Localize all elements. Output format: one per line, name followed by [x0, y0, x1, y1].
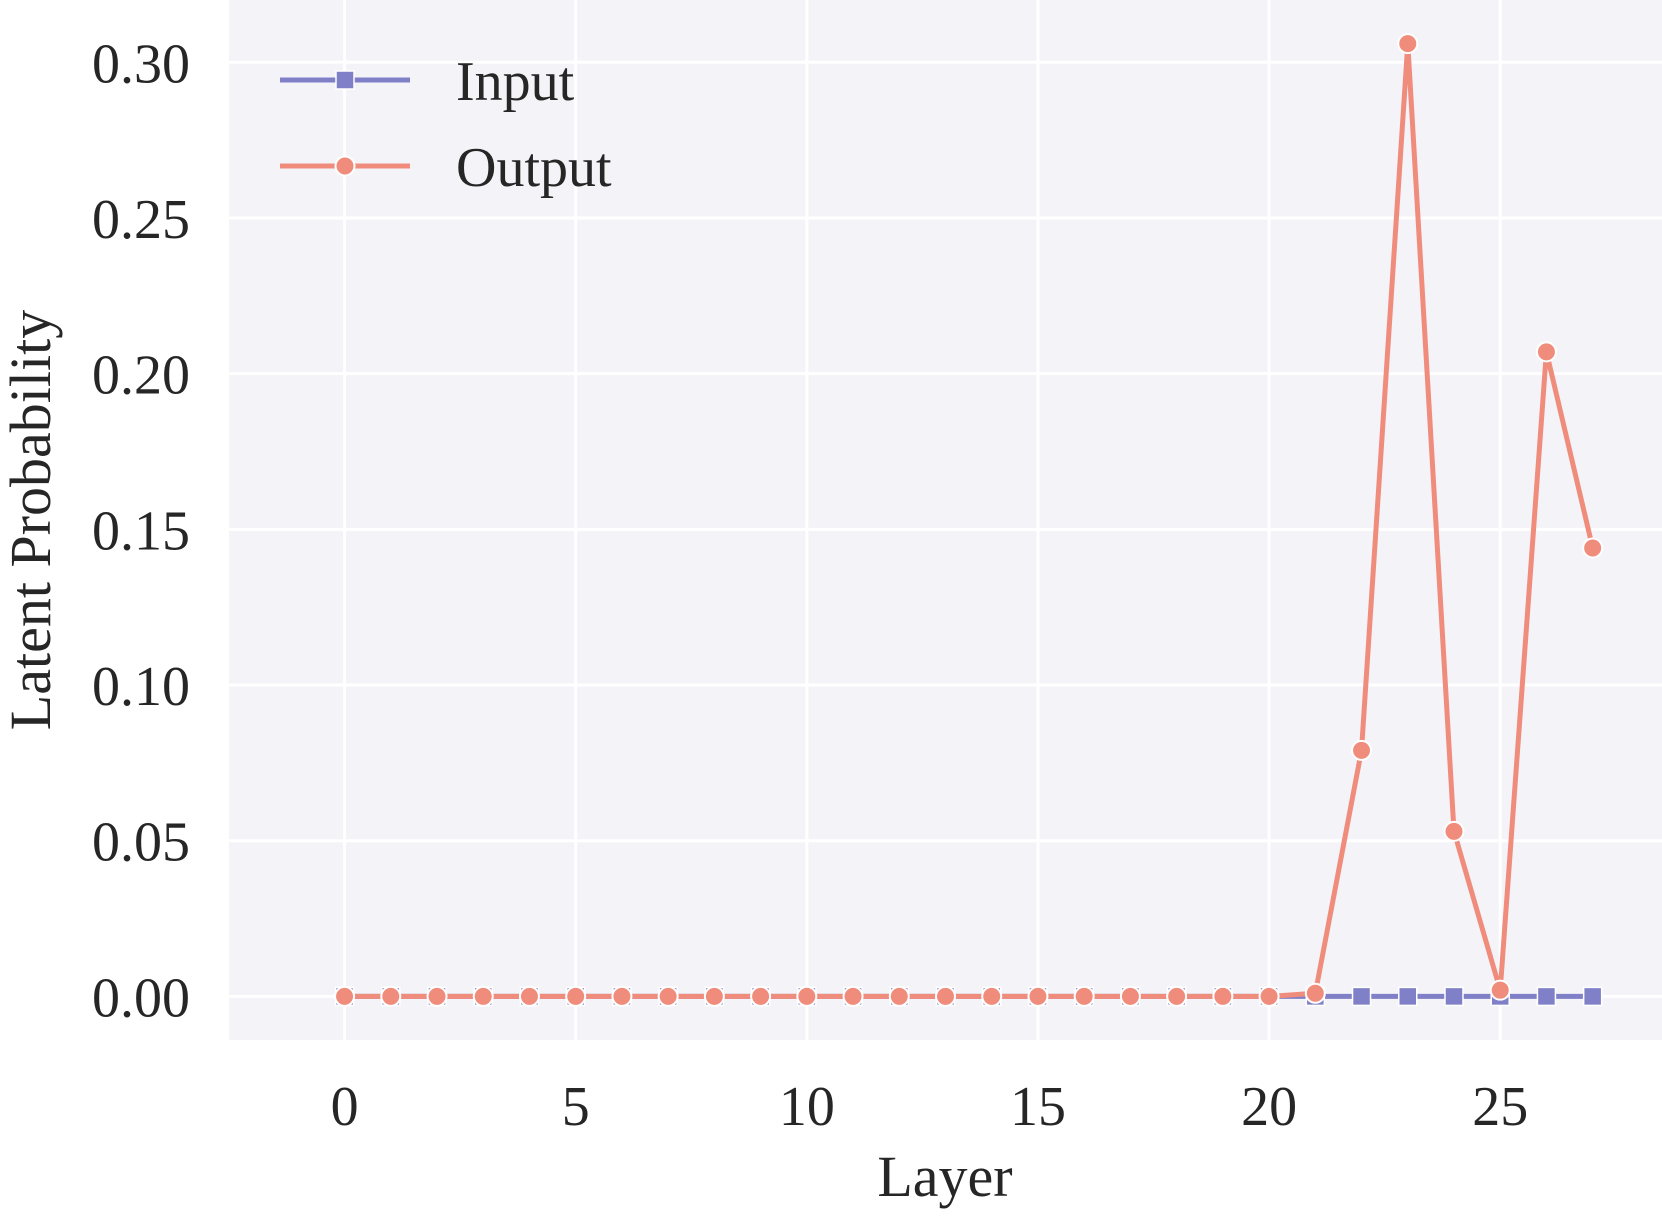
y-tick-label: 0.30	[92, 33, 190, 95]
data-point	[334, 985, 356, 1007]
y-axis-label: Latent Probability	[0, 310, 63, 730]
data-point	[1489, 979, 1511, 1001]
data-point	[611, 985, 633, 1007]
data-point	[1304, 982, 1326, 1004]
data-point	[1351, 739, 1373, 761]
series-layer	[334, 33, 1604, 1007]
y-tick-label: 0.15	[92, 500, 190, 562]
series-output	[334, 33, 1604, 1007]
x-tick-label: 20	[1241, 1076, 1297, 1138]
x-tick-label: 0	[331, 1076, 359, 1138]
x-axis-label: Layer	[877, 1144, 1012, 1209]
legend-marker	[335, 70, 355, 90]
legend-label: Output	[456, 137, 612, 199]
data-point	[888, 985, 910, 1007]
y-tick-label: 0.10	[92, 656, 190, 718]
data-point	[380, 985, 402, 1007]
legend: Input Output	[280, 51, 612, 199]
y-tick-label: 0.20	[92, 345, 190, 407]
data-point	[703, 985, 725, 1007]
y-tick-label: 0.25	[92, 189, 190, 251]
data-point	[1258, 985, 1280, 1007]
data-point	[842, 985, 864, 1007]
data-point	[1582, 986, 1603, 1007]
data-point	[1582, 537, 1604, 559]
data-point	[1397, 33, 1419, 55]
data-point	[1027, 985, 1049, 1007]
data-point	[426, 985, 448, 1007]
x-tick-label: 10	[779, 1076, 835, 1138]
data-point	[657, 985, 679, 1007]
plot-background	[229, 0, 1662, 1040]
x-tick-label: 25	[1472, 1076, 1528, 1138]
axis-ticks: 0 5 10 15 20 25 0.00 0.05 0.10 0.15 0.20 0.25 0.30	[92, 33, 1528, 1138]
data-point	[750, 985, 772, 1007]
data-point	[1073, 985, 1095, 1007]
data-point	[1119, 985, 1141, 1007]
data-point	[1536, 986, 1557, 1007]
data-point	[518, 985, 540, 1007]
data-point	[1443, 820, 1465, 842]
data-point	[981, 985, 1003, 1007]
y-tick-label: 0.00	[92, 967, 190, 1029]
data-point	[472, 985, 494, 1007]
series-line	[344, 41, 1596, 999]
data-point	[935, 985, 956, 1007]
data-point	[796, 985, 818, 1007]
x-tick-label: 5	[562, 1076, 590, 1138]
data-point	[1535, 341, 1557, 363]
legend-marker	[334, 155, 356, 177]
data-point	[1444, 986, 1464, 1007]
legend-label: Input	[456, 51, 575, 113]
y-tick-label: 0.05	[92, 812, 190, 874]
legend-item: Output	[280, 137, 612, 199]
data-point	[1166, 985, 1188, 1007]
data-point	[565, 985, 587, 1007]
data-point	[1351, 986, 1372, 1007]
legend-item: Input	[280, 51, 575, 113]
grid	[229, 0, 1662, 1040]
data-point	[1212, 985, 1234, 1007]
data-point	[1398, 986, 1418, 1007]
x-tick-label: 15	[1010, 1076, 1066, 1138]
